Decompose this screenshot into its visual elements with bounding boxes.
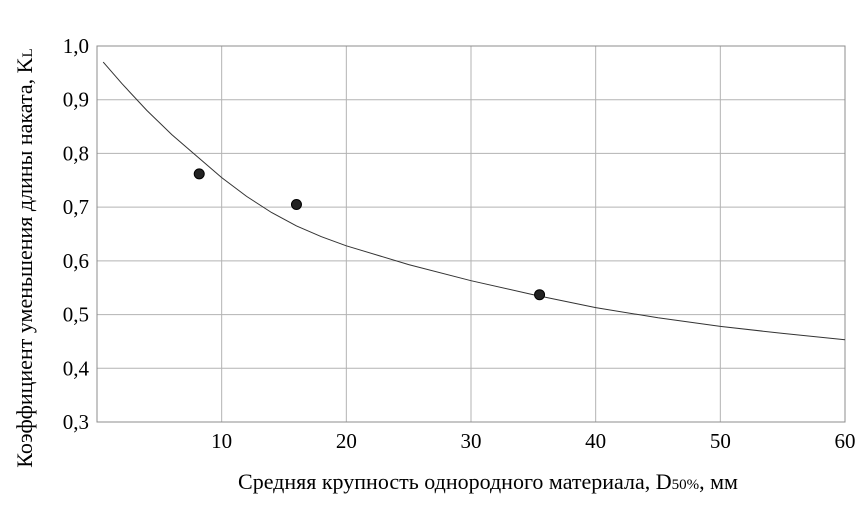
x-tick-label: 50	[710, 429, 731, 453]
fit-curve-layer	[102, 61, 846, 341]
x-axis-title: Средняя крупность однородного материала,…	[238, 469, 738, 494]
x-tick-labels: 10 20 30 40 50 60	[211, 429, 855, 453]
y-tick-label: 0,9	[63, 88, 89, 112]
data-points	[193, 168, 546, 301]
fit-curve	[102, 61, 846, 341]
y-tick-label: 0,6	[63, 249, 89, 273]
y-tick-label: 0,4	[63, 356, 90, 380]
data-point	[290, 198, 302, 210]
y-tick-label: 0,3	[63, 410, 89, 434]
y-tick-label: 0,7	[63, 195, 89, 219]
data-point	[534, 289, 546, 301]
y-tick-labels: 0,3 0,4 0,5 0,6 0,7 0,8 0,9 1,0	[63, 34, 90, 434]
x-tick-label: 40	[585, 429, 606, 453]
y-axis-title: Коэффициент уменьшения длины наката, KL	[12, 48, 37, 467]
x-tick-label: 30	[461, 429, 482, 453]
y-tick-label: 0,5	[63, 303, 89, 327]
data-point	[193, 168, 205, 180]
y-tick-label: 0,8	[63, 141, 89, 165]
plot-frame	[96, 45, 846, 423]
grid-lines	[97, 45, 846, 423]
y-tick-label: 1,0	[63, 34, 89, 58]
x-tick-label: 20	[336, 429, 357, 453]
x-tick-label: 10	[211, 429, 232, 453]
x-tick-label: 60	[835, 429, 856, 453]
